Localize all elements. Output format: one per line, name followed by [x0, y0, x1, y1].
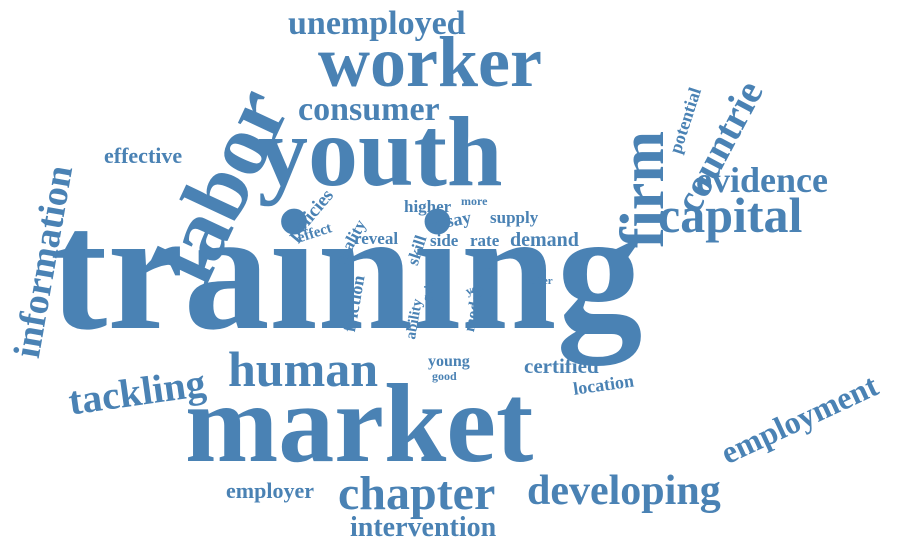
word-intervention: intervention	[350, 512, 497, 543]
word-good: good	[432, 369, 457, 383]
word-rate: rate	[470, 231, 500, 250]
word-worker: worker	[318, 22, 542, 102]
word-side: side	[430, 231, 459, 250]
word-human: human	[228, 341, 379, 397]
word-chapter: chapter	[338, 467, 496, 520]
word-young: young	[428, 353, 470, 370]
word-job: job	[478, 265, 492, 276]
word-consumer: consumer	[298, 91, 440, 128]
word-demand: demand	[510, 229, 579, 251]
word-effective: effective	[104, 143, 183, 168]
word-market: market	[185, 362, 534, 486]
word-higher: higher	[404, 197, 452, 216]
word-unemployed: unemployed	[288, 5, 466, 42]
word-developing: developing	[527, 468, 721, 514]
word-more: more	[461, 194, 488, 208]
word-employer: employer	[226, 478, 314, 503]
word-capital: capital	[658, 187, 803, 243]
word-employment: employment	[715, 366, 884, 471]
word-gain: gain	[419, 278, 437, 303]
word-youth: youth	[258, 96, 503, 207]
word-evidence: evidence	[696, 160, 828, 200]
word-certified: certified	[524, 354, 599, 378]
word-training: training	[50, 176, 643, 366]
word-reveal: reveal	[354, 229, 399, 248]
word-supply: supply	[490, 208, 539, 227]
word-offer: offer	[530, 275, 553, 287]
